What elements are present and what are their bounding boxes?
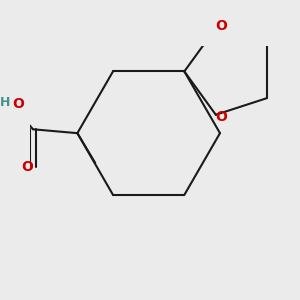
Text: O: O <box>13 97 25 111</box>
Text: O: O <box>215 19 227 33</box>
Text: O: O <box>215 110 227 124</box>
Text: H: H <box>0 95 10 109</box>
Text: O: O <box>21 160 33 174</box>
